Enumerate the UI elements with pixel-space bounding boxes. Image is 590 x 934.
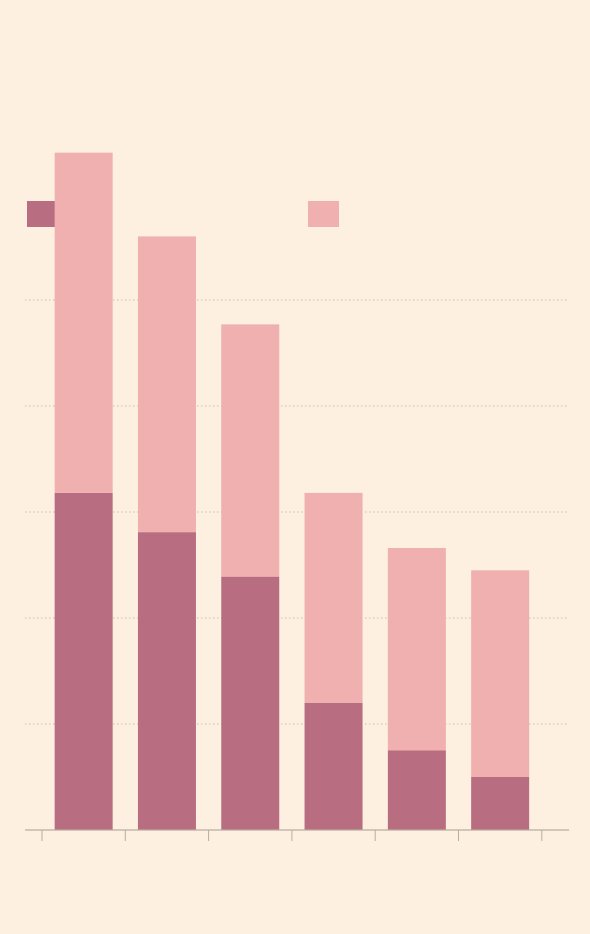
bar-4-series-1 bbox=[304, 702, 363, 830]
legend bbox=[27, 201, 339, 227]
bar-5-series-1 bbox=[387, 750, 446, 830]
bar-1-series-1 bbox=[54, 492, 113, 830]
bar-6-series-2 bbox=[471, 570, 530, 777]
bar-2-series-1 bbox=[137, 532, 196, 830]
bar-3-series-2 bbox=[221, 324, 280, 577]
bar-4-series-2 bbox=[304, 492, 363, 703]
legend-swatch-2 bbox=[308, 201, 339, 227]
bar-3-series-1 bbox=[221, 576, 280, 830]
bar-5-series-2 bbox=[387, 548, 446, 751]
bar-1-series-2 bbox=[54, 152, 113, 493]
legend-swatch-1 bbox=[27, 201, 58, 227]
x-axis bbox=[25, 829, 569, 841]
bars bbox=[54, 152, 530, 830]
bar-2-series-2 bbox=[137, 236, 196, 533]
bar-6-series-1 bbox=[471, 777, 530, 830]
